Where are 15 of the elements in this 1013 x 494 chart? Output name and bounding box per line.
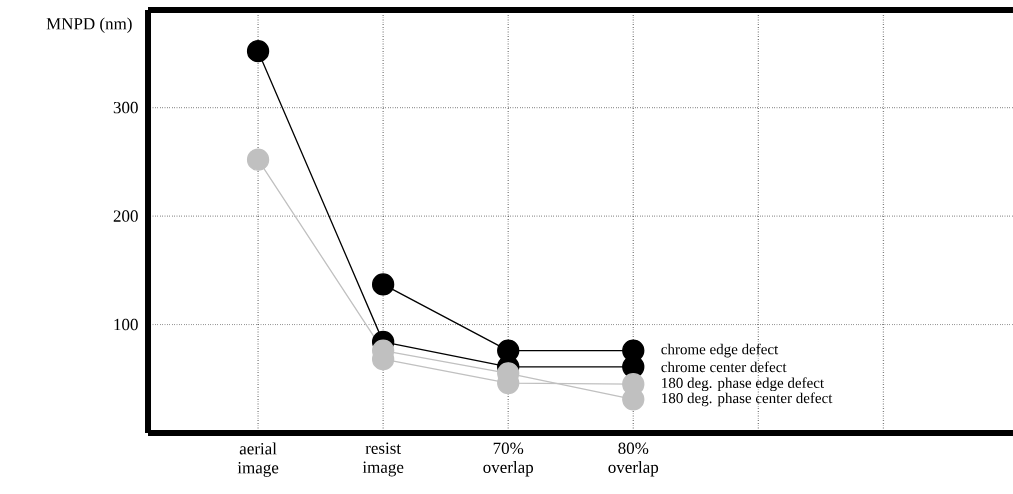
point [246,40,270,63]
legend-label: 180 deg. phase edge defect [662,377,824,392]
y-tick-label: 300 [113,101,138,114]
x-tick-label: resist image [362,442,404,477]
legend-label: chrome center defect [661,361,787,373]
x-tick-label: 70% overlap [483,442,534,477]
legend-label: chrome edge defect [661,343,779,358]
y-tick-label: 100 [114,318,138,331]
y-tick-label: 200 [113,210,138,222]
x-tick-label: aerial image [237,442,279,477]
x-tick-label: 80% overlap [608,442,659,477]
y-axis-title: MNPD (nm) [46,17,132,33]
point [371,273,395,296]
legend-label: 180 deg. phase center defect [662,392,833,407]
point [246,148,270,171]
